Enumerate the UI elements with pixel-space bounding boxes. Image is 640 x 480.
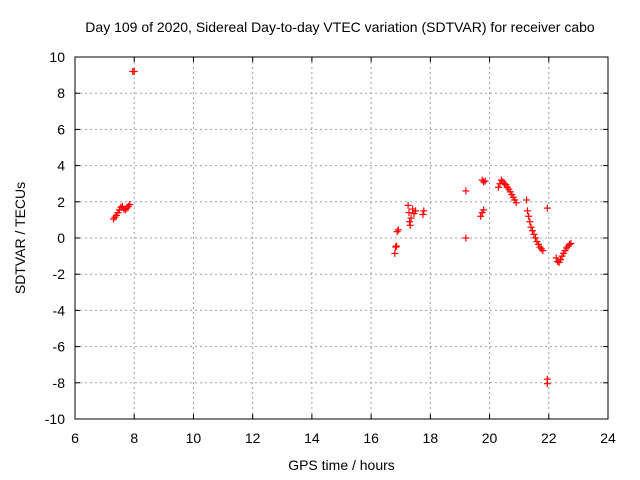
data-point — [523, 207, 531, 215]
data-point — [419, 210, 427, 218]
data-point — [523, 196, 531, 204]
y-tick-label: 2 — [57, 194, 65, 210]
data-point — [527, 223, 535, 231]
data-point — [407, 214, 415, 222]
y-tick-label: -4 — [53, 302, 66, 318]
data-point — [530, 230, 538, 238]
data-point — [462, 187, 470, 195]
data-point — [391, 249, 399, 257]
data-point — [420, 207, 428, 215]
x-tick-label: 24 — [600, 430, 616, 446]
chart-title: Day 109 of 2020, Sidereal Day-to-day VTE… — [85, 19, 595, 35]
data-point — [552, 254, 560, 262]
data-point — [528, 227, 536, 235]
x-tick-label: 12 — [245, 430, 261, 446]
y-tick-label: -2 — [53, 266, 66, 282]
data-point — [494, 183, 502, 191]
y-tick-label: 4 — [57, 158, 65, 174]
data-point — [462, 234, 470, 242]
y-tick-label: -10 — [45, 411, 65, 427]
x-tick-label: 20 — [482, 430, 498, 446]
y-tick-label: 8 — [57, 85, 65, 101]
x-tick-label: 18 — [423, 430, 439, 446]
y-tick-label: -8 — [53, 375, 66, 391]
data-point — [525, 212, 533, 220]
data-point — [566, 240, 574, 248]
x-tick-label: 16 — [363, 430, 379, 446]
x-tick-label: 10 — [186, 430, 202, 446]
plot-frame — [74, 56, 609, 420]
data-point — [120, 205, 128, 213]
data-point — [480, 206, 488, 214]
data-point — [392, 243, 400, 251]
data-point — [412, 207, 420, 215]
grid-lines — [75, 57, 608, 419]
data-point — [130, 67, 138, 75]
data-point — [531, 234, 539, 242]
y-tick-label: 6 — [57, 121, 65, 137]
data-point — [477, 212, 485, 220]
data-point — [406, 221, 414, 229]
y-tick-label: 0 — [57, 230, 65, 246]
data-point — [405, 209, 413, 217]
x-tick-label: 8 — [130, 430, 138, 446]
data-point — [500, 180, 508, 188]
data-point — [393, 228, 401, 236]
data-points — [109, 67, 575, 388]
y-tick-label: -6 — [53, 339, 66, 355]
data-point — [557, 256, 565, 264]
data-point — [480, 178, 488, 186]
x-tick-label: 6 — [71, 430, 79, 446]
data-point — [526, 218, 534, 226]
x-tick-label: 14 — [304, 430, 320, 446]
data-point — [404, 201, 412, 209]
x-tick-label: 22 — [541, 430, 557, 446]
data-point — [126, 201, 134, 209]
y-tick-label: 10 — [49, 49, 65, 65]
data-point — [543, 204, 551, 212]
data-point — [481, 177, 489, 185]
data-point — [543, 380, 551, 388]
data-point — [394, 226, 402, 234]
x-axis-label: GPS time / hours — [288, 457, 395, 473]
data-point — [567, 239, 575, 247]
data-point — [539, 247, 547, 255]
data-point — [512, 199, 520, 207]
data-point — [393, 242, 401, 250]
